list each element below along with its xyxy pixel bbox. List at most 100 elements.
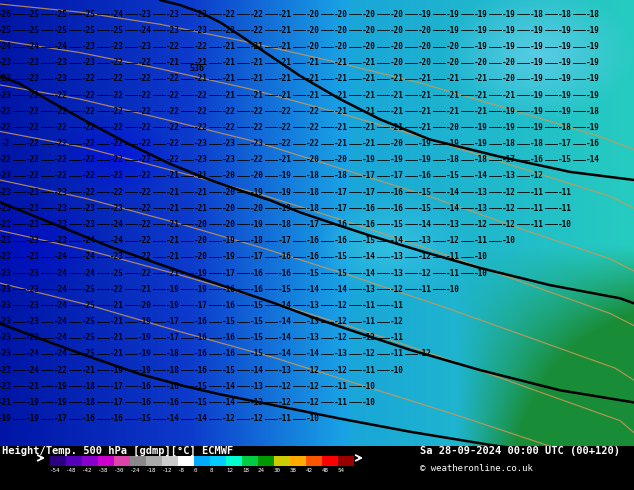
Text: -15: -15 — [334, 252, 348, 261]
Text: -16: -16 — [222, 301, 236, 310]
Text: -21: -21 — [194, 74, 208, 83]
Text: -25: -25 — [82, 301, 96, 310]
Text: -17: -17 — [166, 333, 180, 342]
Text: -20: -20 — [222, 220, 236, 229]
Text: -19: -19 — [502, 42, 516, 51]
Text: -21: -21 — [418, 123, 432, 132]
Text: -15: -15 — [390, 220, 404, 229]
Text: -15: -15 — [194, 398, 208, 407]
Text: -23: -23 — [138, 42, 152, 51]
Text: -19: -19 — [278, 172, 292, 180]
Text: -13: -13 — [390, 252, 404, 261]
Text: -12: -12 — [502, 220, 516, 229]
Text: 30: 30 — [274, 468, 281, 473]
Text: -19: -19 — [530, 123, 544, 132]
Text: -21: -21 — [334, 58, 348, 67]
Text: -24: -24 — [54, 349, 68, 358]
Text: -21: -21 — [0, 398, 12, 407]
Text: -15: -15 — [306, 269, 320, 277]
Text: -19: -19 — [502, 107, 516, 116]
Text: -15: -15 — [222, 366, 236, 374]
Text: -21: -21 — [278, 42, 292, 51]
Text: -19: -19 — [194, 269, 208, 277]
Text: -21: -21 — [362, 91, 376, 99]
Text: -19: -19 — [166, 301, 180, 310]
Text: -24: -24 — [138, 26, 152, 35]
Text: -14: -14 — [278, 333, 292, 342]
Text: -23: -23 — [250, 139, 264, 148]
Text: -12: -12 — [334, 301, 348, 310]
Text: -18: -18 — [334, 172, 348, 180]
Text: -23: -23 — [166, 26, 180, 35]
Text: -10: -10 — [446, 285, 460, 294]
Text: -21: -21 — [474, 74, 488, 83]
Text: -20: -20 — [418, 26, 432, 35]
Text: -19: -19 — [194, 285, 208, 294]
Text: -20: -20 — [194, 252, 208, 261]
Text: -12: -12 — [306, 382, 320, 391]
Text: -21: -21 — [194, 172, 208, 180]
Text: -24: -24 — [54, 285, 68, 294]
Text: -23: -23 — [26, 301, 40, 310]
Text: -21: -21 — [166, 220, 180, 229]
Text: -15: -15 — [362, 236, 376, 245]
Text: -22: -22 — [138, 220, 152, 229]
Text: -16: -16 — [362, 204, 376, 213]
Text: -20: -20 — [138, 301, 152, 310]
Text: -22: -22 — [110, 123, 124, 132]
Text: -11: -11 — [558, 188, 572, 196]
Bar — [210, 456, 226, 466]
Text: -20: -20 — [446, 58, 460, 67]
Text: -15: -15 — [334, 269, 348, 277]
Text: -15: -15 — [446, 172, 460, 180]
Text: -22: -22 — [26, 155, 40, 164]
Text: -16: -16 — [222, 333, 236, 342]
Text: -23: -23 — [0, 269, 12, 277]
Text: -20: -20 — [474, 58, 488, 67]
Text: -20: -20 — [362, 26, 376, 35]
Text: -25: -25 — [26, 26, 40, 35]
Bar — [66, 456, 82, 466]
Text: -23: -23 — [54, 58, 68, 67]
Text: -18: -18 — [306, 204, 320, 213]
Text: -23: -23 — [82, 58, 96, 67]
Text: -15: -15 — [558, 155, 572, 164]
Text: -23: -23 — [0, 317, 12, 326]
Text: -21: -21 — [278, 74, 292, 83]
Text: -20: -20 — [306, 42, 320, 51]
Text: -24: -24 — [54, 301, 68, 310]
Text: -20: -20 — [222, 172, 236, 180]
Text: -23: -23 — [26, 285, 40, 294]
Text: -24: -24 — [0, 42, 12, 51]
Text: -14: -14 — [278, 349, 292, 358]
Bar — [306, 456, 322, 466]
Text: -12: -12 — [390, 317, 404, 326]
Text: -22: -22 — [194, 107, 208, 116]
Text: -20: -20 — [306, 26, 320, 35]
Text: -22: -22 — [166, 42, 180, 51]
Text: -13: -13 — [474, 188, 488, 196]
Text: -12: -12 — [278, 398, 292, 407]
Text: -22: -22 — [138, 269, 152, 277]
Text: -22: -22 — [138, 204, 152, 213]
Text: -21: -21 — [334, 107, 348, 116]
Text: -21: -21 — [222, 91, 236, 99]
Text: -24: -24 — [82, 236, 96, 245]
Text: -21: -21 — [362, 74, 376, 83]
Text: -13: -13 — [502, 172, 516, 180]
Text: -19: -19 — [558, 91, 572, 99]
Text: -22: -22 — [222, 26, 236, 35]
Text: -21: -21 — [222, 74, 236, 83]
Text: -23: -23 — [0, 236, 12, 245]
Text: -22: -22 — [82, 91, 96, 99]
Text: -22: -22 — [166, 139, 180, 148]
Text: -25: -25 — [82, 285, 96, 294]
Text: -19: -19 — [222, 236, 236, 245]
Text: -18: -18 — [166, 349, 180, 358]
Text: -25: -25 — [82, 10, 96, 19]
Text: Sa 28-09-2024 00:00 UTC (00+120): Sa 28-09-2024 00:00 UTC (00+120) — [420, 446, 620, 456]
Text: -10: -10 — [558, 220, 572, 229]
Text: 8: 8 — [210, 468, 214, 473]
Text: -22: -22 — [110, 107, 124, 116]
Text: -16: -16 — [306, 236, 320, 245]
